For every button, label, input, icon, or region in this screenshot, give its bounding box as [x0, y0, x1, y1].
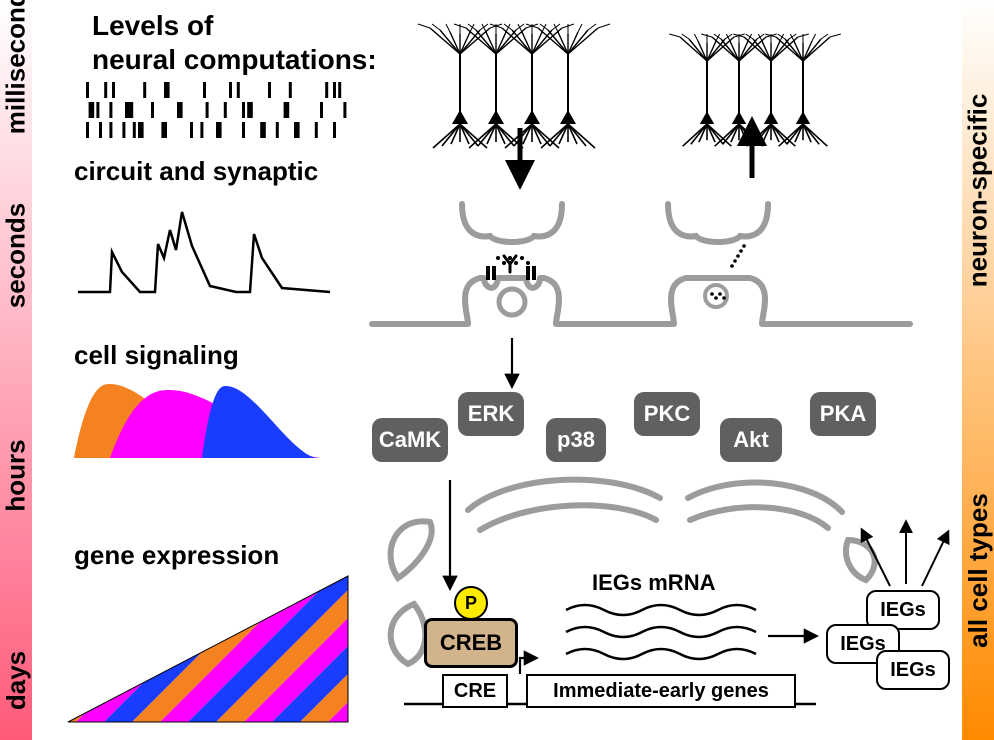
mrna-waves	[566, 605, 756, 659]
creb-box: CREB	[424, 618, 518, 668]
cell-signaling-curves	[74, 384, 320, 458]
kinase-camk: CaMK	[372, 418, 448, 462]
kinase-erk: ERK	[458, 392, 524, 436]
cre-label: CRE	[454, 680, 496, 703]
spec-label-all-cell-types: all cell types	[962, 493, 993, 648]
phospho-marker: P	[454, 586, 488, 620]
time-label-hours: hours	[1, 439, 32, 511]
neuron-morphologies	[418, 24, 841, 148]
kinase-pkc: PKC	[634, 392, 700, 436]
time-label-seconds: seconds	[0, 202, 31, 308]
headline-line1: Levels of	[92, 10, 213, 42]
kinase-pka: PKA	[810, 392, 876, 436]
kinase-akt: Akt	[720, 418, 782, 462]
ieg-mrna-label: IEGs mRNA	[592, 570, 715, 596]
ieg-gene-label: Immediate-early genes	[553, 680, 769, 703]
time-label-days: days	[1, 650, 32, 709]
spec-label-neuron-specific: neuron-specific	[962, 93, 993, 287]
epsp-trace	[78, 212, 330, 292]
label-gene-expression: gene expression	[74, 540, 279, 571]
kinase-p38: p38	[546, 418, 606, 462]
time-label-milliseconds: milliseconds	[0, 0, 31, 134]
synapse-diagram	[372, 204, 910, 324]
immediate-early-gene-box: Immediate-early genes	[526, 674, 796, 708]
creb-label: CREB	[440, 630, 502, 656]
cre-box: CRE	[442, 674, 508, 708]
label-cell-signaling: cell signaling	[74, 340, 239, 371]
output-arrows	[862, 522, 948, 586]
phospho-label: P	[465, 593, 477, 614]
headline-line2: neural computations:	[92, 44, 377, 76]
label-circuit-synaptic: circuit and synaptic	[74, 156, 318, 187]
big-arrows	[520, 128, 752, 178]
ieg-protein-box-2: IEGs	[876, 650, 950, 690]
spike-raster	[86, 82, 346, 138]
